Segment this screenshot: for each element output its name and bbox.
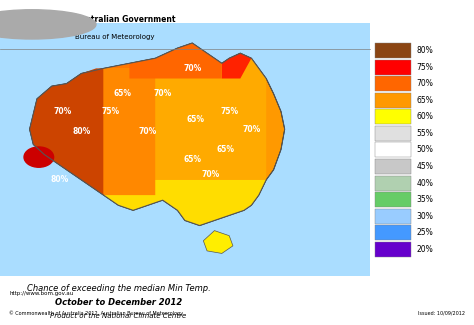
Bar	[375, 225, 411, 240]
Bar	[375, 209, 411, 224]
Circle shape	[24, 147, 54, 167]
Bar	[375, 109, 411, 124]
Text: 45%: 45%	[417, 162, 434, 171]
Bar	[375, 93, 411, 108]
Text: 75%: 75%	[220, 107, 238, 116]
Text: October to December 2012: October to December 2012	[55, 298, 182, 307]
Text: 65%: 65%	[187, 115, 205, 124]
Polygon shape	[103, 58, 155, 195]
Polygon shape	[103, 68, 155, 195]
Text: Bureau of Meteorology: Bureau of Meteorology	[75, 34, 154, 40]
Polygon shape	[203, 231, 233, 254]
Polygon shape	[155, 43, 266, 180]
Bar	[375, 76, 411, 91]
Text: 35%: 35%	[417, 195, 434, 204]
Polygon shape	[129, 43, 222, 79]
Text: 65%: 65%	[183, 155, 201, 164]
Text: 20%: 20%	[417, 245, 433, 254]
Text: 30%: 30%	[417, 212, 434, 221]
Text: 40%: 40%	[417, 179, 434, 188]
Text: © Commonwealth of Australia 2012, Australian Bureau of Meteorology: © Commonwealth of Australia 2012, Austra…	[9, 310, 183, 316]
Text: 55%: 55%	[417, 129, 434, 138]
Text: 80%: 80%	[50, 176, 68, 184]
Text: 50%: 50%	[417, 146, 434, 154]
Text: 70%: 70%	[154, 89, 172, 98]
Text: Product of the National Climate Centre: Product of the National Climate Centre	[50, 313, 187, 319]
Bar	[375, 159, 411, 174]
Text: 75%: 75%	[417, 63, 434, 72]
Bar	[375, 192, 411, 207]
Bar	[375, 176, 411, 190]
Bar	[375, 126, 411, 141]
Text: Issued: 10/09/2012: Issued: 10/09/2012	[418, 310, 465, 315]
Text: http://www.bom.gov.au: http://www.bom.gov.au	[9, 291, 74, 296]
Bar	[375, 142, 411, 157]
Polygon shape	[29, 43, 285, 226]
Bar	[375, 43, 411, 58]
Text: 80%: 80%	[417, 46, 433, 55]
Bar	[375, 242, 411, 257]
Circle shape	[0, 10, 96, 39]
Text: 70%: 70%	[417, 79, 434, 88]
Bar	[375, 59, 411, 74]
Text: 75%: 75%	[102, 107, 120, 116]
Text: Chance of exceeding the median Min Temp.: Chance of exceeding the median Min Temp.	[27, 283, 210, 292]
Polygon shape	[103, 180, 266, 226]
Text: 70%: 70%	[183, 64, 201, 73]
Text: 70%: 70%	[54, 107, 72, 116]
Text: 70%: 70%	[201, 170, 220, 179]
Polygon shape	[222, 53, 251, 79]
Text: 70%: 70%	[242, 125, 261, 134]
Text: 65%: 65%	[113, 89, 131, 98]
Polygon shape	[29, 68, 103, 195]
Text: 70%: 70%	[139, 127, 157, 136]
Text: 65%: 65%	[417, 96, 434, 105]
Text: 25%: 25%	[417, 228, 433, 237]
Text: 80%: 80%	[72, 127, 91, 136]
Text: Australian Government: Australian Government	[75, 15, 175, 24]
Text: 65%: 65%	[217, 145, 235, 154]
Text: 60%: 60%	[417, 112, 434, 121]
